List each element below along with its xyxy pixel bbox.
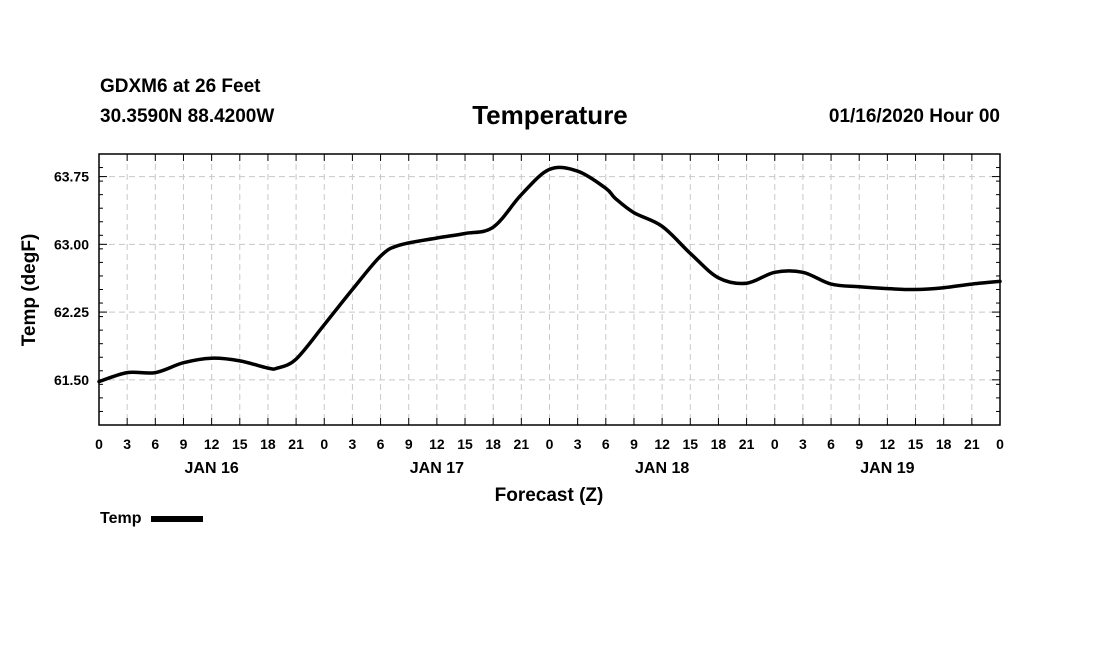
grid-layer	[99, 154, 1000, 425]
x-tick-label: 0	[320, 436, 328, 452]
x-tick-label: 21	[514, 436, 530, 452]
day-label: JAN 17	[410, 460, 464, 477]
day-label: JAN 16	[185, 460, 239, 477]
x-tick-label: 0	[996, 436, 1004, 452]
x-tick-label: 12	[429, 436, 445, 452]
x-tick-label: 0	[546, 436, 554, 452]
x-tick-label: 21	[964, 436, 980, 452]
x-tick-label: 6	[602, 436, 610, 452]
x-tick-label: 15	[908, 436, 924, 452]
x-tick-label: 12	[880, 436, 896, 452]
tick-label-layer: 0 3 6 9 12 15 18 21 0 3 6 9 12 15 18 21 0 3 6 9 12 15 18 21 0 3 6 9…	[54, 169, 1004, 477]
x-tick-label: 3	[349, 436, 357, 452]
x-tick-label: 0	[95, 436, 103, 452]
run-time-label: 01/16/2020 Hour 00	[828, 106, 1000, 127]
x-tick-label: 6	[827, 436, 835, 452]
day-label: JAN 19	[860, 460, 914, 477]
x-tick-label: 9	[630, 436, 638, 452]
x-tick-label: 6	[377, 436, 385, 452]
station-label: GDXM6 at 26 Feet	[100, 76, 261, 97]
x-tick-label: 12	[204, 436, 220, 452]
x-tick-label: 9	[855, 436, 863, 452]
x-tick-label: 18	[260, 436, 276, 452]
x-tick-label: 18	[485, 436, 501, 452]
x-tick-label: 18	[711, 436, 727, 452]
x-tick-label: 0	[771, 436, 779, 452]
legend-line-swatch	[151, 516, 204, 522]
legend-label: Temp	[100, 510, 142, 527]
x-tick-label: 12	[654, 436, 670, 452]
x-tick-label: 6	[151, 436, 159, 452]
x-tick-label: 9	[180, 436, 188, 452]
x-tick-label: 21	[288, 436, 304, 452]
coordinates-label: 30.3590N 88.4200W	[100, 106, 275, 127]
y-tick-label: 63.00	[54, 236, 89, 252]
y-tick-label: 61.50	[54, 372, 89, 388]
series-line-temp	[97, 165, 1002, 384]
y-axis-title: Temp (degF)	[19, 234, 40, 347]
y-tick-label: 63.75	[54, 169, 89, 185]
x-tick-label: 15	[682, 436, 698, 452]
x-tick-label: 3	[123, 436, 131, 452]
x-tick-label: 9	[405, 436, 413, 452]
x-tick-label: 3	[574, 436, 582, 452]
x-axis-title: Forecast (Z)	[495, 485, 604, 506]
x-tick-label: 18	[936, 436, 952, 452]
day-label: JAN 18	[635, 460, 689, 477]
y-tick-label: 62.25	[54, 304, 89, 320]
x-tick-label: 15	[457, 436, 473, 452]
series-layer	[97, 165, 1002, 384]
legend: Temp	[100, 510, 204, 528]
x-tick-label: 3	[799, 436, 807, 452]
x-tick-label: 21	[739, 436, 755, 452]
chart-title: Temperature	[472, 100, 628, 130]
x-tick-label: 15	[232, 436, 248, 452]
plot-frame	[98, 153, 1001, 426]
